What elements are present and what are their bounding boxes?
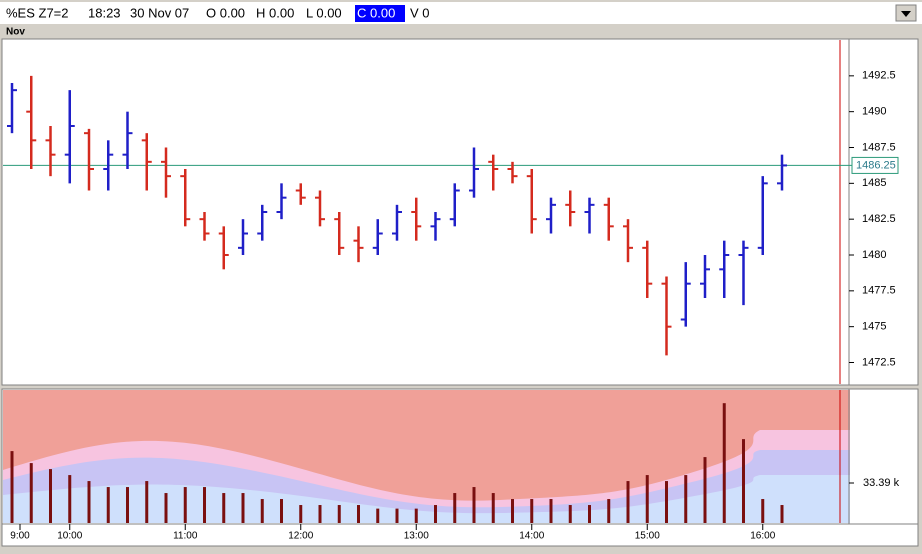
- low: L 0.00: [306, 5, 342, 20]
- panel-label: Nov: [6, 27, 25, 38]
- volume-bar: [414, 508, 418, 523]
- volume-bar: [299, 505, 303, 523]
- y-tick-label: 1482.5: [862, 213, 896, 225]
- volume-bar: [203, 487, 206, 523]
- volume-bar: [357, 505, 360, 523]
- volume-bar: [395, 508, 399, 523]
- volume-bar: [665, 481, 668, 523]
- y-tick-label: 1490: [862, 106, 886, 118]
- x-tick-label: 10:00: [57, 531, 82, 542]
- high: H 0.00: [256, 5, 294, 20]
- volume-bar: [626, 481, 630, 523]
- volume-bar: [684, 475, 688, 523]
- volume-bar: [280, 499, 283, 523]
- price-panel: [1, 38, 919, 386]
- volume-bar: [607, 499, 611, 523]
- volume-bar: [183, 487, 187, 523]
- volume-bar: [742, 439, 745, 523]
- y-tick-label: 1485: [862, 177, 886, 189]
- volume: V 0: [410, 5, 430, 20]
- volume-bar: [222, 493, 226, 523]
- time: 18:23: [88, 5, 121, 20]
- volume-bar: [434, 505, 437, 523]
- volume-bar: [318, 505, 322, 523]
- x-tick-label: 9:00: [10, 531, 30, 542]
- close-highlight: [355, 5, 405, 22]
- volume-bar: [568, 505, 572, 523]
- volume-bar: [87, 481, 91, 523]
- volume-bar: [472, 487, 476, 523]
- volume-bar: [530, 499, 534, 523]
- time-axis: [1, 523, 919, 547]
- volume-bar: [722, 403, 726, 523]
- y-tick-label: 1492.5: [862, 70, 896, 82]
- x-tick-label: 13:00: [404, 531, 429, 542]
- volume-bar: [645, 475, 649, 523]
- volume-bar: [761, 499, 765, 523]
- volume-bar: [511, 499, 514, 523]
- last-price-box: [851, 156, 899, 174]
- header-bar: [0, 2, 922, 24]
- volume-bar: [10, 451, 14, 523]
- symbol: %ES Z7=2: [6, 5, 69, 20]
- volume-bar: [241, 493, 245, 523]
- y-tick-label: 1475: [862, 321, 886, 333]
- volume-bar: [491, 493, 495, 523]
- volume-bar: [49, 469, 52, 523]
- volume-bar: [106, 487, 110, 523]
- y-tick-label: 1472.5: [862, 356, 896, 368]
- y-tick-label: 1480: [862, 249, 886, 261]
- x-tick-label: 16:00: [750, 531, 775, 542]
- volume-bar: [29, 463, 33, 523]
- x-tick-label: 15:00: [635, 531, 660, 542]
- x-tick-label: 12:00: [288, 531, 313, 542]
- volume-bar: [453, 493, 457, 523]
- y-tick-label: 33.39 k: [863, 477, 900, 489]
- dropdown-arrow: [901, 11, 911, 17]
- volume-bar: [703, 457, 707, 523]
- volume-bar: [780, 505, 784, 523]
- open: O 0.00: [206, 5, 245, 20]
- volume-bar: [126, 487, 129, 523]
- volume-bar: [337, 505, 341, 523]
- date: 30 Nov 07: [130, 5, 189, 20]
- volume-bar: [588, 505, 591, 523]
- volume-bar: [549, 499, 553, 523]
- volume-bar: [145, 481, 149, 523]
- volume-bar: [260, 499, 264, 523]
- y-tick-label: 1477.5: [862, 285, 896, 297]
- x-tick-label: 11:00: [173, 531, 198, 542]
- x-tick-label: 14:00: [519, 531, 544, 542]
- band-inner: [3, 475, 850, 523]
- volume-bar: [376, 508, 380, 523]
- volume-bar: [164, 493, 168, 523]
- y-tick-label: 1487.5: [862, 141, 896, 153]
- last-price-label: 1486.25: [856, 159, 896, 171]
- volume-bar: [68, 475, 72, 523]
- close: C 0.00: [357, 5, 395, 20]
